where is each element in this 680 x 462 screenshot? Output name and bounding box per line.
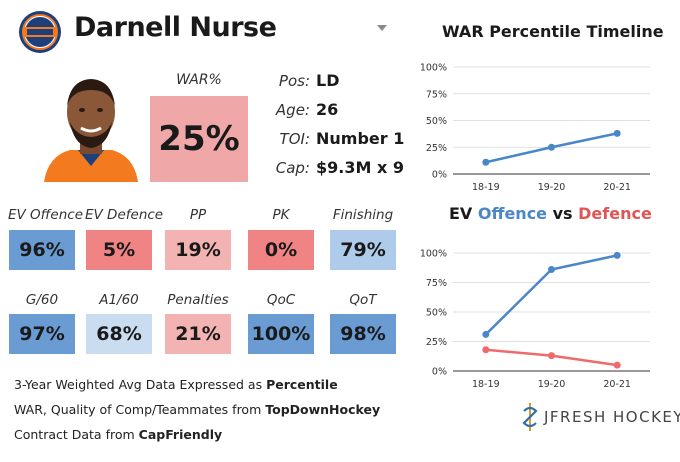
stat-box-a160: 68% [86, 314, 152, 354]
y-tick-label: 75% [426, 89, 447, 100]
stat-label-finishing: Finishing [332, 207, 394, 223]
stat-box-pk: 0% [248, 230, 314, 270]
footer-line-2: WAR, Quality of Comp/Teammates from TopD… [14, 402, 380, 417]
footer-line-1: 3-Year Weighted Avg Data Expressed as Pe… [14, 377, 338, 392]
footer-line-1-text: 3-Year Weighted Avg Data Expressed as [14, 377, 267, 392]
brand-text: JFRESH HOCKEY [544, 408, 680, 426]
stat-label-penalties: Penalties [167, 292, 229, 308]
stat-label-qot: QoT [349, 292, 377, 308]
stat-box-g60: 97% [9, 314, 75, 354]
player-photo [44, 79, 138, 182]
team-logo [19, 11, 61, 53]
stat-label-pp: PP [189, 207, 207, 223]
stat-label-ev-defence: EV Defence [85, 207, 164, 223]
data-point [482, 346, 490, 354]
stat-box-pp: 19% [165, 230, 231, 270]
chevron-down-icon[interactable] [377, 25, 387, 31]
player-name: Darnell Nurse [74, 12, 277, 43]
stat-box-finishing: 79% [330, 230, 396, 270]
age-value: 26 [316, 100, 339, 119]
chart-2-title: EV Offence vs Defence [449, 204, 652, 223]
toi-label: TOI: [279, 130, 310, 148]
data-point [482, 330, 490, 338]
footer-line-2-text: WAR, Quality of Comp/Teammates from [14, 402, 266, 417]
cap-value: $9.3M x 9 [316, 158, 404, 177]
cap-label: Cap: [275, 159, 310, 177]
stat-box-qoc: 100% [248, 314, 314, 354]
y-tick-label: 0% [432, 170, 447, 181]
data-point [548, 266, 555, 274]
data-point [548, 143, 555, 151]
x-tick-label: 18-19 [472, 182, 500, 193]
stat-box-ev-defence: 5% [86, 230, 152, 270]
data-point [548, 352, 555, 360]
data-point [613, 251, 621, 259]
stat-box-penalties: 21% [165, 314, 231, 354]
y-tick-label: 100% [420, 63, 447, 74]
y-tick-label: 50% [426, 308, 447, 319]
data-point [613, 361, 621, 369]
chart-2-title-part-1: EV [449, 204, 478, 223]
war-value-box: 25% [150, 96, 248, 182]
war-label: WAR% [176, 72, 222, 88]
y-tick-label: 0% [432, 367, 447, 378]
y-tick-label: 25% [426, 143, 447, 154]
x-tick-label: 19-20 [538, 182, 566, 193]
y-tick-label: 25% [426, 337, 447, 348]
stat-box-ev-offence: 96% [9, 230, 75, 270]
pos-value: LD [316, 71, 340, 90]
y-tick-label: 75% [426, 278, 447, 289]
x-tick-label: 20-21 [603, 379, 631, 390]
y-tick-label: 100% [420, 249, 447, 260]
stat-box-qot: 98% [330, 314, 396, 354]
data-point [613, 129, 621, 137]
x-tick-label: 18-19 [472, 379, 500, 390]
brand-logo: JFRESH HOCKEY [520, 402, 680, 432]
chart-2-title-part-3: vs [547, 204, 579, 223]
chart-2-title-part-4: Defence [578, 204, 652, 223]
stat-label-a160: A1/60 [99, 292, 139, 308]
stat-label-qoc: QoC [266, 292, 296, 308]
x-tick-label: 19-20 [538, 379, 566, 390]
stat-label-ev-offence: EV Offence [8, 207, 84, 223]
footer-line-3: Contract Data from CapFriendly [14, 427, 222, 442]
pos-label: Pos: [278, 72, 310, 90]
footer-line-3-text: Contract Data from [14, 427, 139, 442]
chart-1-title: WAR Percentile Timeline [442, 22, 664, 41]
data-point [482, 158, 490, 166]
stat-label-pk: PK [272, 207, 290, 223]
stat-label-g60: G/60 [25, 292, 59, 308]
y-tick-label: 50% [426, 116, 447, 127]
chart-2-title-part-2: Offence [477, 204, 548, 223]
footer-line-3-bold: CapFriendly [138, 427, 223, 442]
x-tick-label: 20-21 [603, 182, 631, 193]
footer-line-1-bold: Percentile [266, 377, 338, 392]
age-label: Age: [275, 101, 310, 119]
footer-line-2-bold: TopDownHockey [265, 402, 381, 417]
toi-value: Number 1 [316, 129, 405, 148]
brand-mark-icon [522, 403, 538, 431]
